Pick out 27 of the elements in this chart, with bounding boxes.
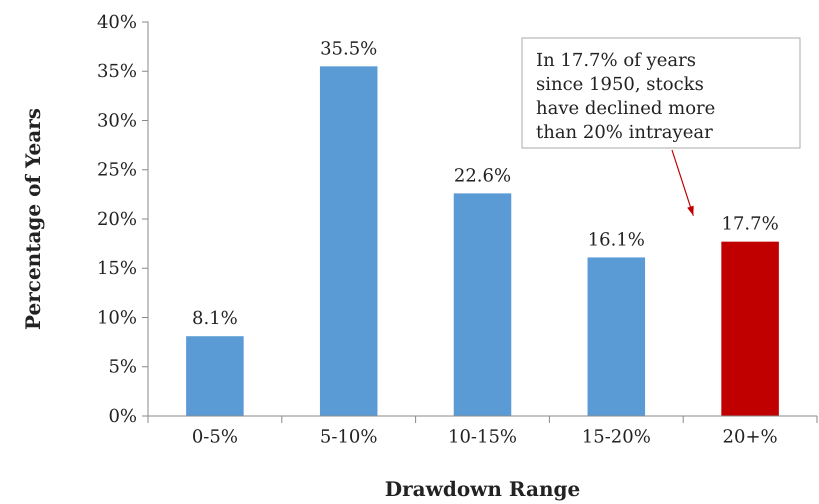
data-label: 17.7% xyxy=(722,214,779,235)
x-axis-title: Drawdown Range xyxy=(384,477,580,501)
data-label: 8.1% xyxy=(192,308,238,330)
data-label: 22.6% xyxy=(454,165,512,186)
y-tick-label: 20% xyxy=(96,208,137,230)
y-tick-label: 35% xyxy=(96,61,137,82)
data-label: 35.5% xyxy=(320,38,378,60)
y-axis-title: Percentage of Years xyxy=(21,108,45,330)
y-tick-label: 40% xyxy=(96,12,137,33)
y-tick-label: 25% xyxy=(96,160,137,181)
y-tick-label: 10% xyxy=(96,307,137,328)
annotation: In 17.7% of years since 1950, stocks have declined more than 20% intrayear xyxy=(536,50,716,143)
y-tick-label: 5% xyxy=(108,356,137,378)
x-tick-label: 20+% xyxy=(722,426,778,448)
bar xyxy=(320,66,378,416)
y-tick-label: 0% xyxy=(108,406,137,427)
x-tick-label: 10-15% xyxy=(448,426,517,448)
data-label: 16.1% xyxy=(588,229,645,250)
y-tick-label: 15% xyxy=(96,258,137,280)
bar xyxy=(454,193,512,416)
bar xyxy=(186,336,244,416)
y-tick-label: 30% xyxy=(96,110,137,132)
bar xyxy=(721,242,779,416)
bar xyxy=(588,257,646,416)
x-tick-label: 0-5% xyxy=(192,426,238,448)
x-tick-label: 15-20% xyxy=(582,426,651,448)
x-tick-label: 5-10% xyxy=(320,426,378,448)
